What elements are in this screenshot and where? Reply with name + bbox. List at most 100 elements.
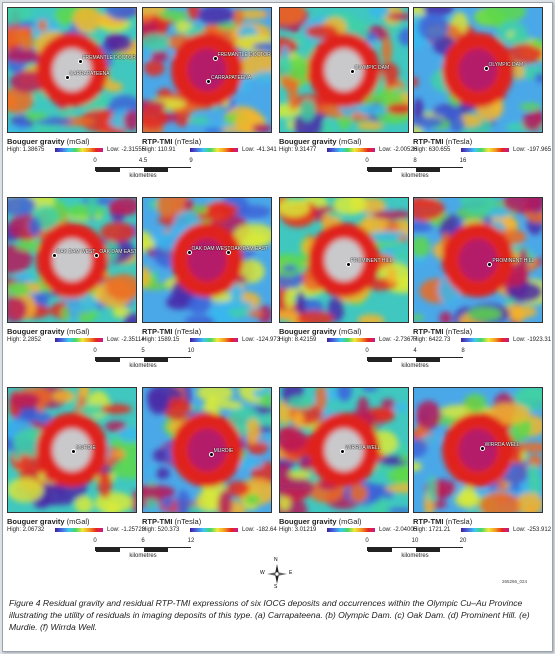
figure-code: 265266_024 (502, 579, 528, 584)
deposit-marker (94, 252, 100, 258)
color-ramp (461, 148, 509, 152)
deposit-label: OLYMPIC DAM (488, 62, 524, 69)
color-ramp (55, 528, 103, 532)
title-bold: Bouguer gravity (279, 327, 337, 336)
scale-unit: kilometres (401, 173, 429, 179)
scale-tick: 10 (187, 348, 195, 354)
scale-bar (95, 167, 192, 172)
deposit-marker (225, 250, 231, 256)
scale-tick: 8 (461, 348, 465, 354)
scale-unit: kilometres (401, 553, 429, 559)
title-unit: (nTesla) (445, 517, 473, 526)
deposit-label: WIRRDA WELL (345, 445, 381, 451)
scale-bar (95, 547, 192, 552)
deposit-marker (206, 79, 211, 85)
scale-bar (367, 547, 464, 552)
deposit-marker (71, 449, 76, 454)
title-unit: (mGal) (66, 137, 90, 146)
scale-tick: 16 (459, 158, 467, 164)
title-unit: (mGal) (338, 517, 362, 526)
deposit-label: FREMANTLE DOCTOR (217, 52, 271, 59)
color-ramp (461, 338, 509, 342)
title-d-g: Bouguer gravity (mGal) (279, 327, 362, 336)
deposit-marker (186, 250, 192, 256)
low-value: Low: -253.912 (513, 527, 552, 533)
scale-tick: 6 (141, 538, 145, 544)
deposit-marker (51, 252, 57, 258)
title-bold: Bouguer gravity (7, 517, 65, 526)
high-value: High: 630.655 (413, 147, 451, 153)
deposit-label: OAK DAM WEST (56, 248, 96, 255)
deposit-marker (77, 58, 83, 64)
high-value: High: 8.42159 (279, 337, 317, 343)
title-unit: (mGal) (338, 137, 362, 146)
map-c-gravity: OAK DAM WEST OAK DAM EAST (7, 197, 137, 323)
scale-tick: 0 (365, 538, 369, 544)
low-value: Low: -2.31555 (107, 147, 146, 153)
scale-bar (367, 167, 464, 172)
color-ramp (190, 148, 238, 152)
scale-tick: 0 (93, 158, 97, 164)
scale-tick: 12 (187, 538, 195, 544)
high-value: High: 6422.73 (413, 337, 451, 343)
title-unit: (nTesla) (174, 137, 202, 146)
high-value: High: 9.31477 (279, 147, 317, 153)
color-ramp (461, 528, 509, 532)
color-ramp (55, 148, 103, 152)
low-value: Low: -41.341 (242, 147, 277, 153)
low-value: Low: -2.73677 (379, 337, 418, 343)
high-value: High: 1721.21 (413, 527, 451, 533)
title-bold: RTP-TMI (142, 517, 173, 526)
title-f-r: RTP-TMI (nTesla) (413, 517, 472, 526)
compass-s: S (274, 584, 278, 590)
title-unit: (nTesla) (445, 137, 473, 146)
low-value: Low: -1.25723 (107, 527, 146, 533)
color-ramp (55, 338, 103, 342)
deposit-label: PROMINENT HILL (492, 257, 535, 264)
deposit-label: MURDIE (76, 445, 96, 451)
low-value: Low: -1923.31 (513, 337, 552, 343)
scale-unit: kilometres (129, 363, 157, 369)
deposit-marker (483, 66, 489, 72)
title-f-g: Bouguer gravity (mGal) (279, 517, 362, 526)
title-c-r: RTP-TMI (nTesla) (142, 327, 201, 336)
high-value: High: 2.06732 (7, 527, 45, 533)
compass-w: W (260, 570, 265, 576)
map-c-rtp: OAK DAM WEST OAK DAM EAST (142, 197, 272, 323)
scale-tick: 0 (93, 348, 97, 354)
low-value: Low: -197.965 (513, 147, 552, 153)
deposit-marker (212, 56, 218, 62)
title-b-r: RTP-TMI (nTesla) (413, 137, 472, 146)
map-a-gravity: FREMANTLE DOCTOR CARRAPATEENA (7, 7, 137, 133)
low-value: Low: -2.04005 (379, 527, 418, 533)
title-bold: RTP-TMI (413, 137, 444, 146)
title-a-r: RTP-TMI (nTesla) (142, 137, 201, 146)
title-e-r: RTP-TMI (nTesla) (142, 517, 201, 526)
deposit-label: OAK DAM EAST (99, 248, 137, 255)
deposit-label: PROMINENT HILL (350, 257, 393, 264)
title-unit: (mGal) (66, 327, 90, 336)
high-value: High: 1.38675 (7, 147, 45, 153)
scale-tick: 0 (365, 158, 369, 164)
deposit-marker (208, 451, 214, 457)
deposit-marker (340, 449, 346, 454)
map-e-gravity: MURDIE (7, 387, 137, 513)
low-value: Low: -2.00526 (379, 147, 418, 153)
deposit-marker (479, 446, 485, 452)
scale-tick: 10 (411, 538, 419, 544)
high-value: High: 520.373 (142, 527, 180, 533)
map-e-rtp: MURDIE (142, 387, 272, 513)
color-ramp (190, 338, 238, 342)
high-value: High: 3.01219 (279, 527, 317, 533)
compass-rose-icon (266, 563, 288, 585)
high-value: High: 2.2852 (7, 337, 42, 343)
title-e-g: Bouguer gravity (mGal) (7, 517, 90, 526)
deposit-label: OAK DAM EAST (230, 246, 269, 253)
deposit-label: FREMANTLE DOCTOR (82, 54, 136, 61)
scale-unit: kilometres (401, 363, 429, 369)
high-value: High: 110.91 (142, 147, 176, 153)
figure-caption: Figure 4 Residual gravity and residual R… (9, 598, 530, 632)
color-ramp (327, 148, 375, 152)
scale-tick: 20 (459, 538, 467, 544)
low-value: Low: -182.64 (242, 527, 277, 533)
